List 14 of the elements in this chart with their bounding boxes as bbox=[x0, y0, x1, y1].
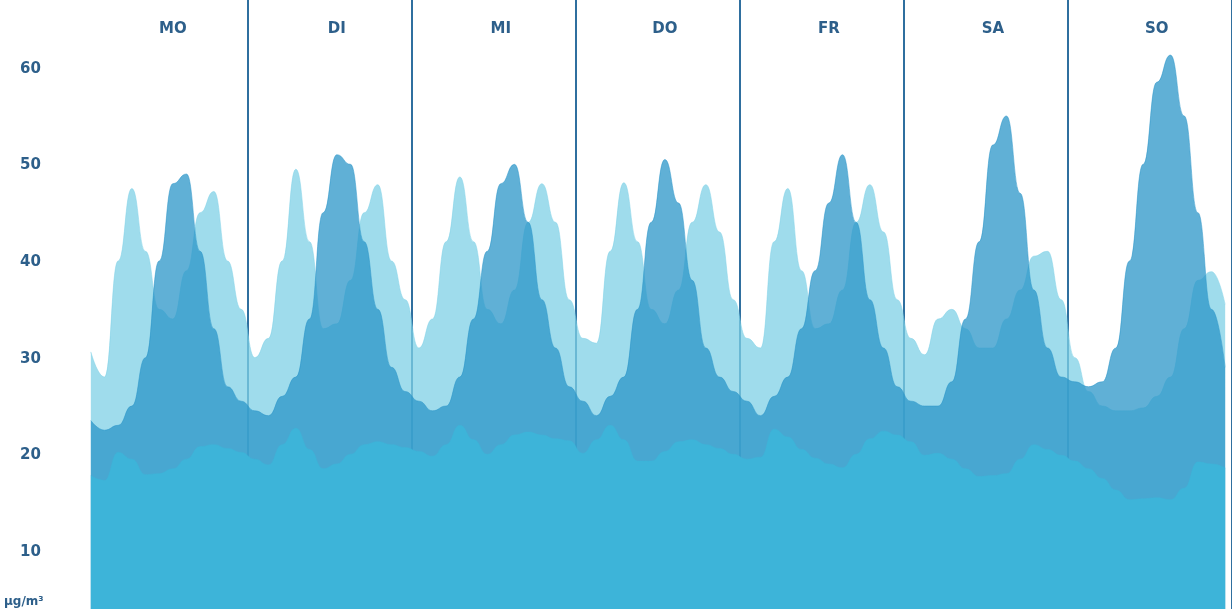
x-tick-label: MO bbox=[158, 18, 187, 37]
x-tick-label: DO bbox=[652, 18, 678, 37]
y-tick-label: 40 bbox=[20, 252, 41, 270]
y-tick-label: 10 bbox=[20, 542, 41, 560]
y-tick-label: 60 bbox=[20, 58, 41, 77]
x-tick-label: FR bbox=[817, 18, 841, 37]
x-tick-label: MI bbox=[490, 18, 512, 37]
y-tick-label: 20 bbox=[20, 445, 41, 464]
y-tick-label: 50 bbox=[20, 155, 41, 174]
x-tick-label: SO bbox=[1145, 18, 1169, 37]
y-axis-title: µg/m³ bbox=[4, 594, 44, 608]
x-tick-label: SA bbox=[981, 18, 1005, 37]
y-tick-label: 30 bbox=[20, 348, 41, 367]
x-tick-label: DI bbox=[327, 18, 346, 37]
